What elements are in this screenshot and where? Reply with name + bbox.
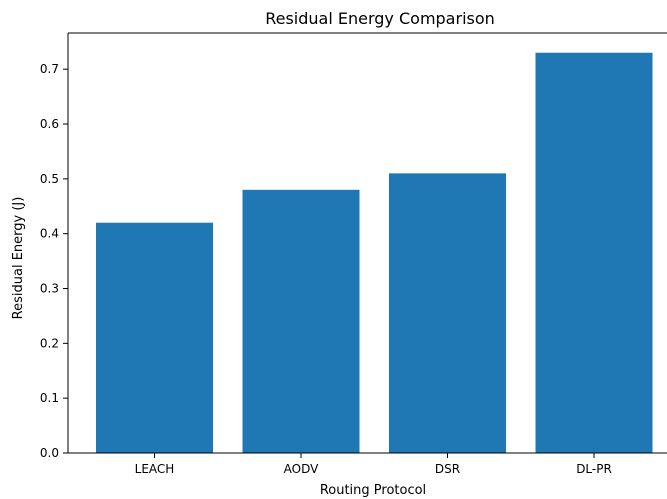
x-tick-label: DL-PR	[576, 462, 612, 476]
y-tick-label: 0.1	[40, 391, 59, 405]
y-tick-label: 0.2	[40, 336, 59, 350]
x-tick-label: LEACH	[135, 462, 175, 476]
y-tick-label: 0.0	[40, 446, 59, 460]
y-tick-label: 0.4	[40, 227, 59, 241]
bar-dsr	[389, 173, 506, 453]
y-tick-label: 0.3	[40, 282, 59, 296]
x-tick-label: AODV	[284, 462, 319, 476]
bar-dl-pr	[535, 52, 653, 454]
y-tick-label: 0.5	[40, 172, 59, 186]
chart-title: Residual Energy Comparison	[265, 9, 495, 28]
y-tick-label: 0.7	[40, 62, 59, 76]
x-tick-label: DSR	[435, 462, 460, 476]
bar-leach	[96, 222, 213, 453]
bar-aodv	[242, 189, 360, 453]
y-axis-label: Residual Energy (J)	[11, 197, 26, 320]
y-tick-label: 0.6	[40, 117, 59, 131]
plot-area: 0.0 0.1 0.2 0.3 0.4 0.5 0.6 0.7 LEACH AODV DSR DL-P…	[40, 32, 667, 476]
x-axis-label: Routing Protocol	[320, 483, 426, 498]
